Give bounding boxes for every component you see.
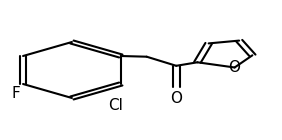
- Text: O: O: [229, 60, 241, 75]
- Text: Cl: Cl: [108, 98, 123, 113]
- Text: F: F: [11, 86, 20, 101]
- Text: O: O: [170, 91, 182, 106]
